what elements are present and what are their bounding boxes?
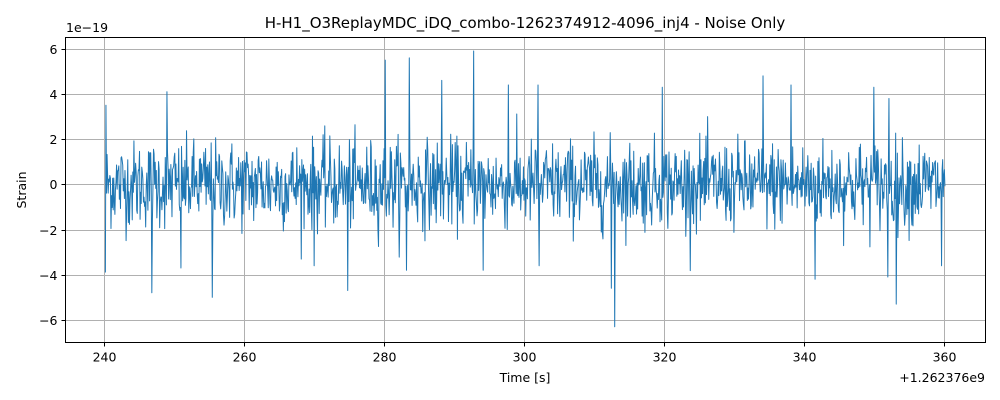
y-tick-label: 6	[50, 42, 58, 57]
x-tick-label: 320	[653, 350, 677, 365]
x-tick-label: 240	[93, 350, 117, 365]
y-axis-ticks: −6 −4 −2 0 2 4 6	[39, 42, 66, 328]
chart-title: H-H1_O3ReplayMDC_iDQ_combo-1262374912-40…	[265, 14, 786, 33]
y-tick-label: −2	[39, 223, 57, 238]
series-group	[104, 50, 946, 328]
x-tick-label: 360	[933, 350, 957, 365]
strain-series-line	[104, 50, 946, 328]
x-axis-label: Time [s]	[499, 370, 551, 385]
y-scale-label: 1e−19	[66, 20, 108, 35]
y-tick-label: 0	[50, 177, 58, 192]
x-tick-label: 340	[793, 350, 817, 365]
x-tick-label: 260	[233, 350, 257, 365]
y-tick-label: −4	[39, 268, 57, 283]
y-axis-label: Strain	[14, 171, 29, 208]
x-offset-label: +1.262376e9	[899, 370, 985, 385]
plot-frame	[65, 37, 986, 343]
x-tick-label: 280	[373, 350, 397, 365]
y-tick-label: 4	[50, 87, 58, 102]
x-tick-label: 300	[513, 350, 537, 365]
y-tick-label: 2	[50, 132, 58, 147]
y-tick-label: −6	[39, 313, 57, 328]
x-axis-ticks: 240 260 280 300 320 340 360	[93, 342, 957, 365]
